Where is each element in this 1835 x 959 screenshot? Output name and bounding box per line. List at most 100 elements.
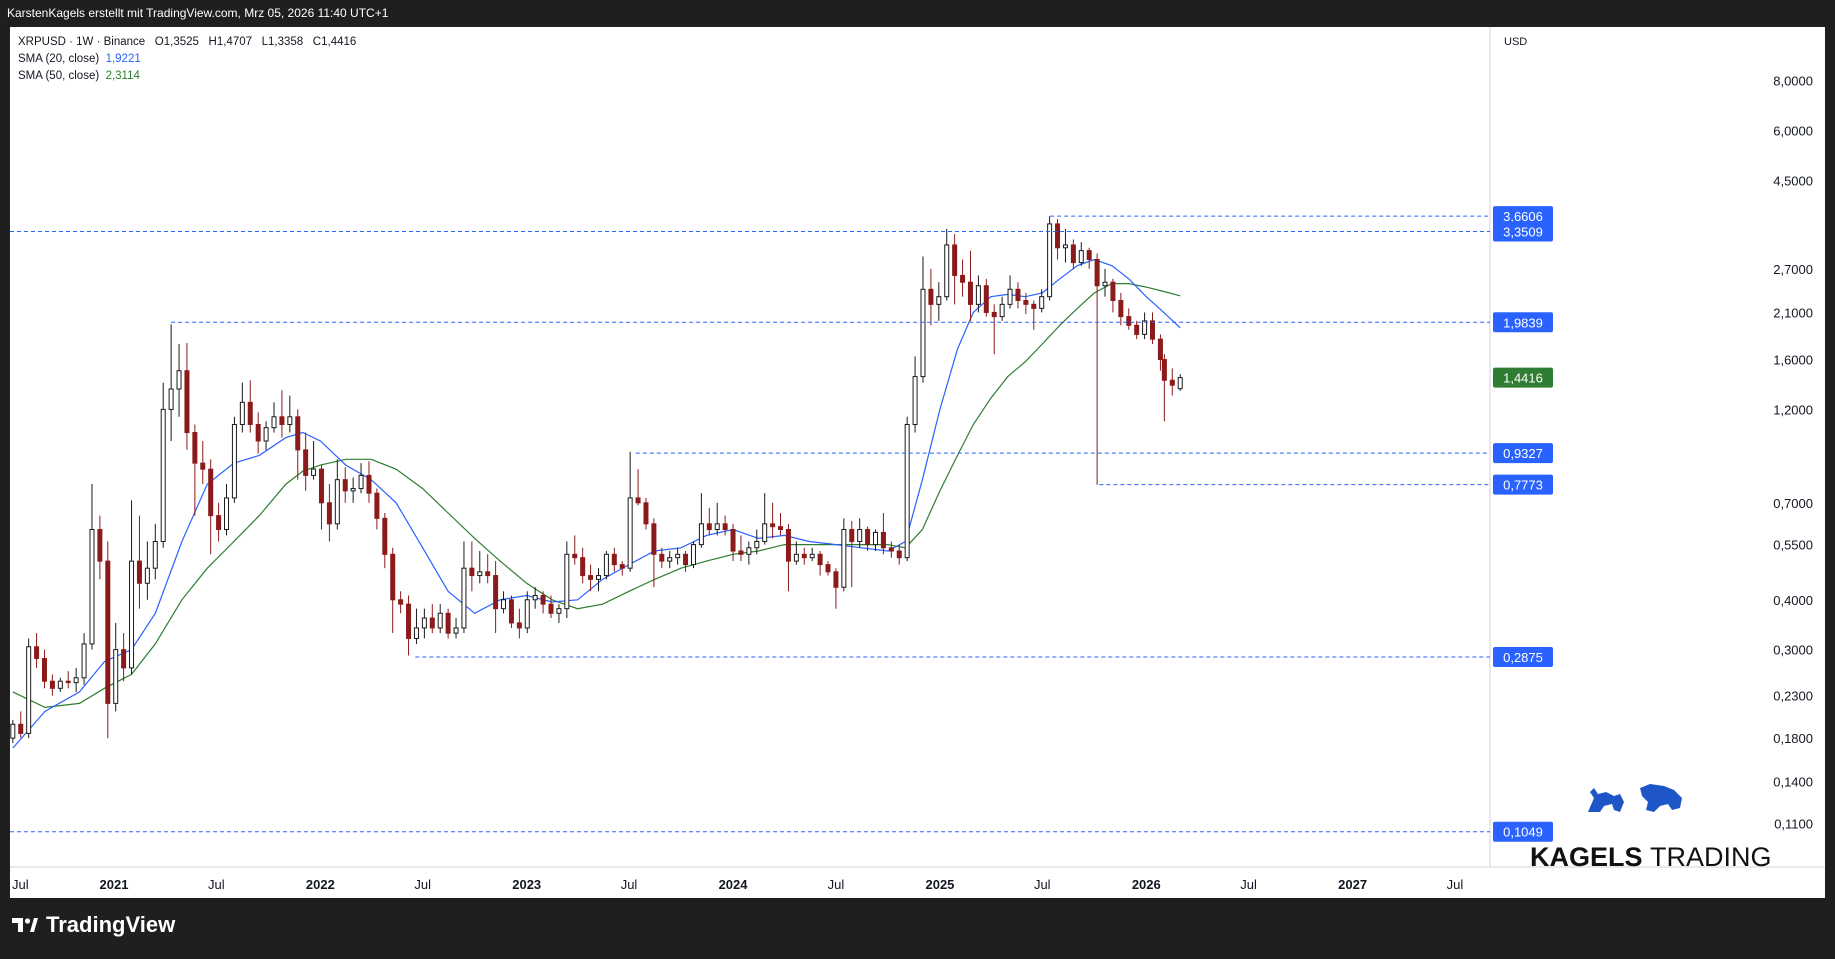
candle-body bbox=[904, 423, 910, 559]
candle-body bbox=[1062, 244, 1068, 249]
candle-body bbox=[1078, 250, 1084, 264]
candle-body bbox=[1102, 281, 1108, 287]
chart-legend: XRPUSD · 1W · Binance O1,3525 H1,4707 L1… bbox=[18, 34, 356, 85]
candle-body bbox=[437, 612, 443, 629]
candle-body bbox=[960, 274, 966, 283]
candle-body bbox=[1150, 320, 1156, 340]
price-chart[interactable]: USD 8,0000 6,0000 4,5000 2,7000 2,1000 1,6000 1… bbox=[10, 27, 1825, 898]
candle-body bbox=[461, 567, 467, 629]
candle-body bbox=[1086, 250, 1092, 261]
candle-body bbox=[516, 622, 522, 629]
candle-body bbox=[991, 311, 997, 318]
candle-body bbox=[303, 449, 309, 476]
candle-body bbox=[200, 462, 206, 470]
candle-body bbox=[580, 557, 586, 577]
candle-body bbox=[342, 479, 348, 492]
y-tick-label: 1,2000 bbox=[1773, 402, 1813, 417]
candle-body bbox=[865, 529, 871, 546]
candle-body bbox=[398, 599, 404, 605]
legend-sma20-value: 1,9221 bbox=[105, 53, 141, 65]
candle-body bbox=[936, 296, 942, 305]
candle-body bbox=[548, 603, 554, 614]
y-tick-label: 4,5000 bbox=[1773, 173, 1813, 188]
candle-body bbox=[817, 553, 823, 566]
candle-body bbox=[572, 553, 578, 559]
y-tick-label: 8,0000 bbox=[1773, 74, 1813, 89]
candle-body bbox=[287, 416, 293, 425]
legend-sma50-label: SMA (50, close) bbox=[18, 70, 100, 82]
candle-body bbox=[295, 416, 301, 451]
candle-body bbox=[1031, 303, 1037, 309]
candle-body bbox=[168, 388, 174, 410]
candle-body bbox=[1126, 316, 1132, 326]
candle-body bbox=[825, 564, 831, 573]
legend-sma50-value: 2,3114 bbox=[105, 70, 140, 82]
tradingview-logo-icon bbox=[12, 918, 38, 932]
candle-body bbox=[453, 627, 459, 634]
candle-body bbox=[49, 680, 55, 689]
chart-panel[interactable]: XRPUSD · 1W · Binance O1,3525 H1,4707 L1… bbox=[10, 27, 1825, 898]
level-badge-label: 0,7773 bbox=[1503, 478, 1543, 493]
y-tick-label: 0,1400 bbox=[1773, 775, 1813, 790]
legend-open-label: O bbox=[154, 36, 164, 48]
candle-body bbox=[1023, 299, 1029, 305]
candle-body bbox=[1047, 223, 1053, 298]
legend-sma20-row[interactable]: SMA (20, close) 1,9221 bbox=[18, 51, 356, 68]
candle-body bbox=[833, 571, 839, 588]
candle-body bbox=[41, 658, 47, 682]
candle-body bbox=[1134, 324, 1140, 335]
x-tick-label: Jul bbox=[1240, 877, 1257, 892]
candle-body bbox=[224, 497, 230, 531]
candle-body bbox=[421, 617, 427, 629]
candle-body bbox=[382, 517, 388, 555]
candle-body bbox=[793, 553, 799, 562]
level-badge bbox=[1493, 206, 1553, 227]
candle-body bbox=[493, 575, 499, 610]
chart-header: KarstenKagels erstellt mit TradingView.c… bbox=[0, 0, 1835, 27]
x-tick-label: Jul bbox=[208, 877, 225, 892]
candle-body bbox=[651, 523, 657, 555]
candle-body bbox=[896, 550, 902, 559]
candle-body bbox=[841, 529, 847, 588]
y-tick-label: 0,5500 bbox=[1773, 538, 1813, 553]
candle-body bbox=[1070, 244, 1076, 264]
x-tick-label: 2024 bbox=[719, 877, 749, 892]
tradingview-logo[interactable]: TradingView bbox=[12, 912, 175, 938]
candle-body bbox=[192, 432, 198, 464]
x-tick-label: Jul bbox=[1034, 877, 1051, 892]
level-badge-label: 0,2875 bbox=[1503, 650, 1543, 665]
kagels-trading-watermark: KAGELS TRADING bbox=[1530, 774, 1772, 874]
candle-body bbox=[738, 550, 744, 555]
candle-body bbox=[999, 303, 1005, 318]
candle-body bbox=[445, 612, 451, 634]
last-price-label: 1,4416 bbox=[1503, 371, 1543, 386]
candle-body bbox=[675, 553, 681, 559]
sma20-line bbox=[12, 258, 1181, 749]
candle-body bbox=[690, 544, 696, 566]
x-tick-label: 2027 bbox=[1338, 877, 1367, 892]
candle-body bbox=[160, 408, 166, 542]
y-tick-label: 1,6000 bbox=[1773, 353, 1813, 368]
candle-body bbox=[540, 594, 546, 605]
legend-high-label: H bbox=[208, 36, 217, 48]
level-badge-label: 0,9327 bbox=[1503, 446, 1543, 461]
level-badge-label: 3,6606 bbox=[1503, 209, 1543, 224]
x-tick-label: 2026 bbox=[1132, 877, 1161, 892]
candle-body bbox=[144, 567, 150, 584]
candle-body bbox=[785, 529, 791, 562]
candle-body bbox=[556, 608, 562, 614]
footer-bar: TradingView bbox=[0, 898, 1835, 959]
legend-sma20-label: SMA (20, close) bbox=[18, 53, 100, 65]
candle-body bbox=[113, 649, 119, 704]
candle-body bbox=[967, 281, 973, 305]
x-tick-label: 2022 bbox=[306, 877, 335, 892]
candle-body bbox=[849, 529, 855, 542]
candle-body bbox=[255, 423, 261, 442]
y-tick-label: 6,0000 bbox=[1773, 124, 1813, 139]
candle-body bbox=[770, 523, 776, 528]
candle-body bbox=[89, 529, 95, 645]
x-tick-label: Jul bbox=[828, 877, 845, 892]
legend-sma50-row[interactable]: SMA (50, close) 2,3114 bbox=[18, 68, 356, 85]
legend-low-label: L bbox=[261, 36, 269, 48]
candle-body bbox=[279, 416, 285, 425]
